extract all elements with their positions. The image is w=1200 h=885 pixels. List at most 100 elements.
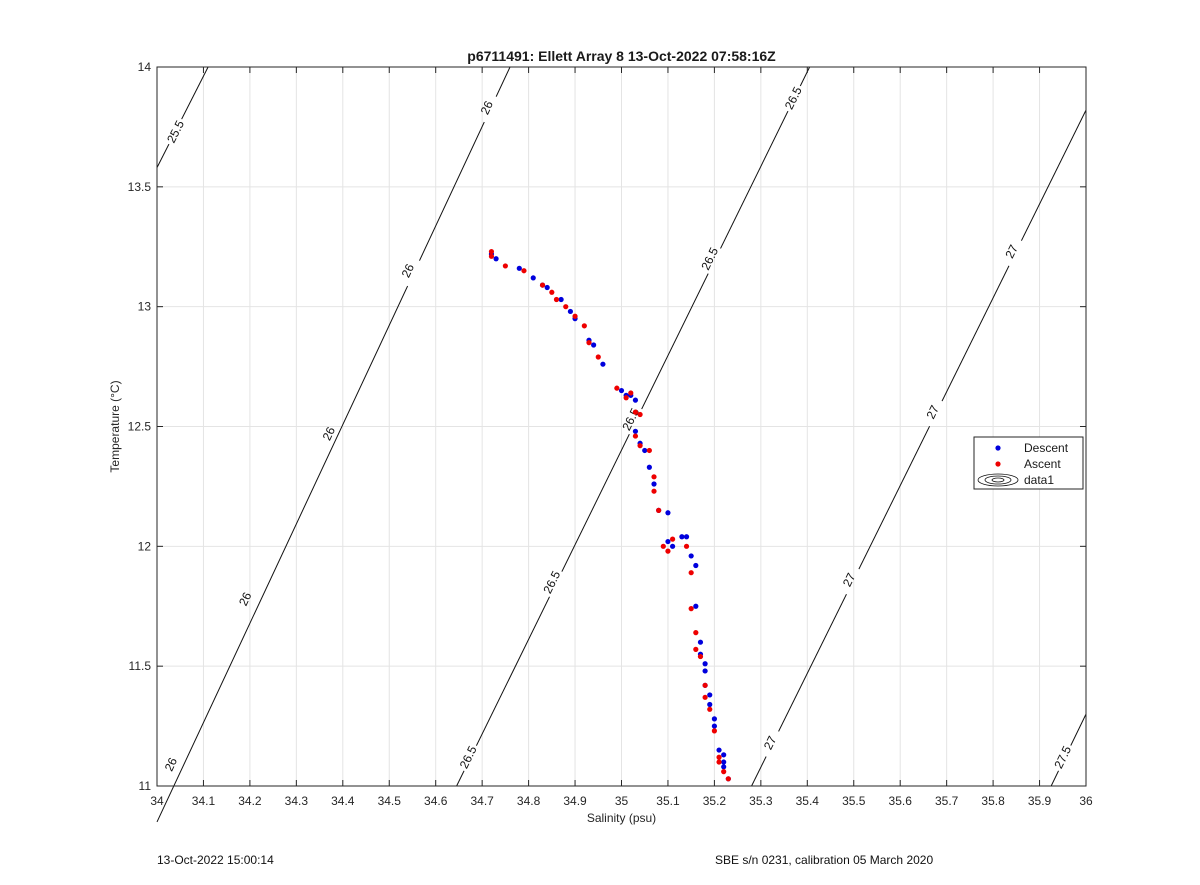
ascent-point (651, 488, 657, 494)
ascent-point (688, 570, 694, 576)
ascent-point (693, 646, 699, 652)
ascent-point (646, 447, 652, 454)
descent-point (721, 764, 727, 770)
descent-point (711, 716, 718, 722)
descent-point (683, 534, 690, 540)
ascent-point (683, 543, 690, 549)
ascent-point (488, 248, 495, 255)
contour-label: 27 (1002, 242, 1021, 260)
ascent-point (660, 543, 666, 549)
ascent-point (693, 630, 699, 636)
x-tick-label: 34.6 (424, 794, 448, 808)
ascent-point (581, 323, 587, 329)
ascent-point (711, 728, 718, 734)
descent-point (646, 464, 652, 470)
ascent-point (623, 395, 629, 401)
contour-label: 27 (840, 571, 859, 589)
descent-point (679, 534, 685, 540)
ascent-point (716, 759, 722, 765)
ascent-point (637, 411, 643, 418)
legend-contour-marker (984, 475, 1012, 485)
ascent-point (628, 390, 634, 396)
legend-contour-marker (977, 473, 1019, 487)
legend-descent-marker (995, 445, 1001, 451)
y-tick-label: 11 (139, 779, 152, 793)
legend: Descent Ascent data1 (973, 436, 1084, 490)
ascent-point (716, 754, 722, 760)
descent-point (693, 562, 699, 569)
footer-timestamp: 13-Oct-2022 15:00:14 (157, 853, 274, 867)
legend-contour-marker (991, 477, 1005, 483)
x-tick-label: 34 (150, 794, 164, 808)
descent-point (669, 543, 676, 549)
contour-label: 26 (162, 755, 180, 773)
descent-point (642, 447, 648, 454)
x-tick-label: 35.5 (842, 794, 866, 808)
ascent-point (651, 474, 657, 480)
ascent-point (553, 296, 560, 303)
contour-line-25.5 (156, 66, 209, 168)
x-tick-label: 35.3 (749, 794, 773, 808)
descent-point (665, 510, 671, 516)
ascent-point (669, 536, 676, 542)
descent-point (632, 428, 639, 434)
x-tick-label: 34.3 (285, 794, 309, 808)
legend-entry: Ascent (1024, 457, 1061, 471)
ascent-point (702, 694, 708, 700)
ascent-point (697, 653, 704, 660)
descent-point (707, 692, 713, 698)
x-tick-label: 35.8 (981, 794, 1005, 808)
ascent-point (595, 354, 601, 360)
x-tick-label: 34.7 (470, 794, 494, 808)
descent-point (493, 256, 499, 262)
descent-point (693, 603, 699, 609)
y-tick-label: 12.5 (128, 420, 152, 434)
ascent-point (572, 313, 578, 319)
contour-label: 26 (478, 98, 496, 116)
x-tick-label: 35.7 (935, 794, 959, 808)
descent-point (567, 308, 574, 315)
contour-label: 27 (761, 733, 780, 751)
descent-point (544, 284, 550, 291)
chart-title: p6711491: Ellett Array 8 13-Oct-2022 07:… (467, 48, 776, 64)
descent-point (516, 265, 522, 271)
descent-point (711, 723, 718, 729)
ascent-point (586, 340, 592, 346)
y-tick-label: 13 (138, 300, 152, 314)
descent-point (721, 752, 727, 758)
ascent-point (521, 268, 527, 274)
descent-point (707, 701, 713, 708)
x-tick-label: 34.2 (238, 794, 262, 808)
contour-line-26 (156, 66, 511, 823)
x-tick-label: 34.4 (331, 794, 355, 808)
ascent-point (702, 682, 708, 688)
x-tick-label: 34.1 (192, 794, 216, 808)
x-axis-label: Salinity (psu) (587, 811, 656, 825)
descent-point (530, 275, 536, 281)
descent-point (558, 296, 564, 303)
descent-point (688, 553, 694, 559)
data-points (488, 248, 731, 782)
descent-point (702, 661, 708, 667)
contour-line-26.5 (456, 66, 811, 787)
contour-label: 26 (236, 590, 254, 608)
ascent-point (688, 606, 694, 612)
ascent-point (725, 776, 731, 782)
ascent-point (656, 507, 662, 513)
contour-label: 26 (399, 261, 417, 279)
legend-ascent-marker (995, 461, 1001, 467)
x-tick-label: 34.9 (563, 794, 587, 808)
axis-ticks: 34 34.1 34.2 34.3 34.4 34.5 34.6 34.7 34.8 34.9 35… (128, 60, 1093, 808)
x-tick-label: 35.6 (889, 794, 913, 808)
contour-label: 27 (923, 403, 942, 421)
descent-point (697, 639, 704, 645)
descent-point (651, 481, 657, 487)
descent-point (665, 538, 671, 545)
x-tick-label: 35.1 (656, 794, 680, 808)
legend-entry: data1 (1024, 473, 1054, 487)
descent-point (618, 387, 625, 394)
ascent-point (488, 253, 495, 259)
y-tick-label: 11.5 (129, 659, 152, 673)
descent-point (632, 397, 639, 403)
